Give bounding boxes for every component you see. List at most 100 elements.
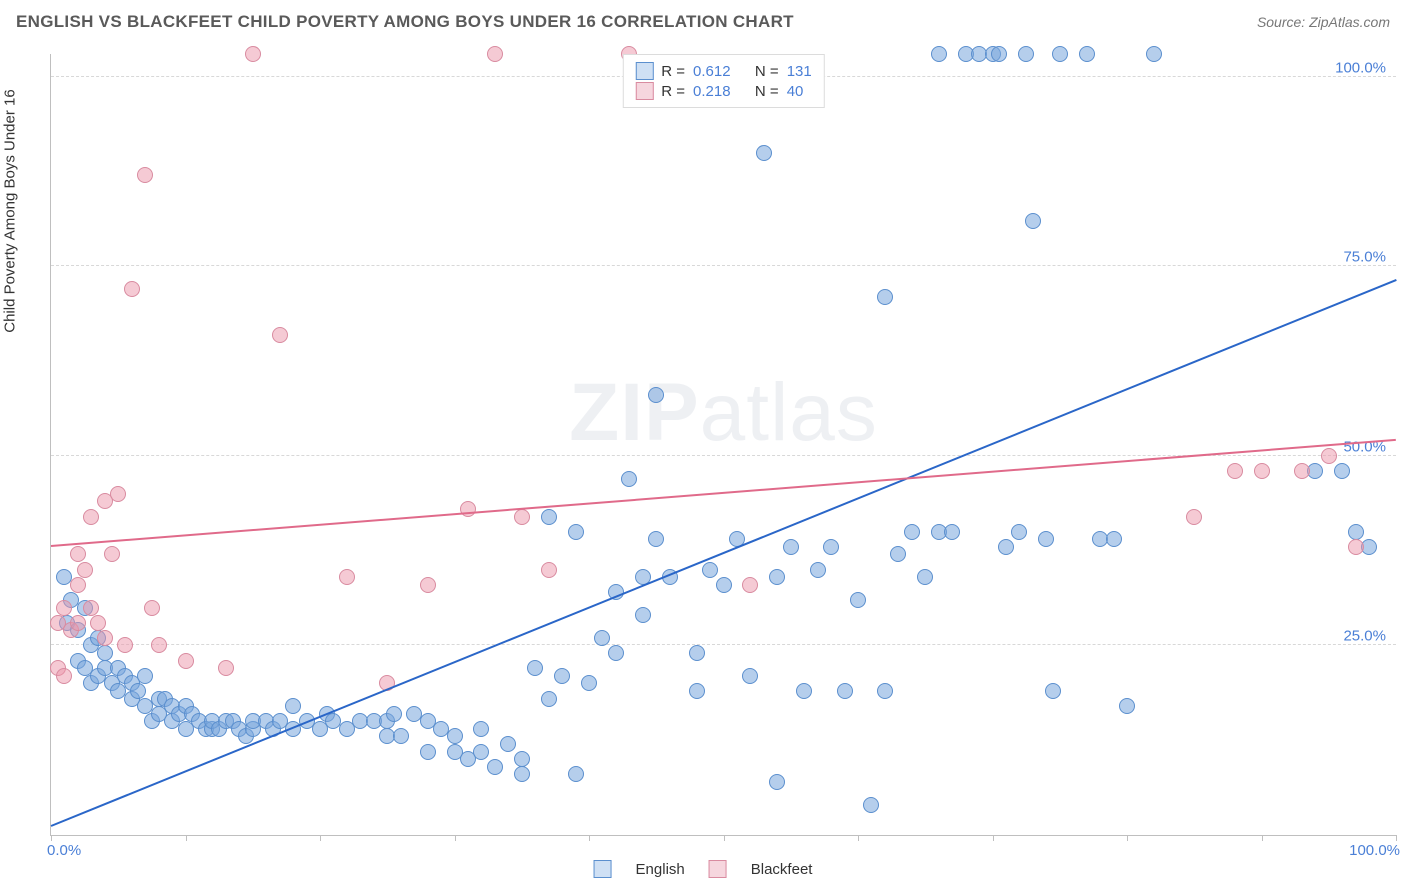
data-point xyxy=(420,577,436,593)
data-point xyxy=(796,683,812,699)
data-point xyxy=(487,46,503,62)
data-point xyxy=(1334,463,1350,479)
data-point xyxy=(473,721,489,737)
chart-title: ENGLISH VS BLACKFEET CHILD POVERTY AMONG… xyxy=(16,12,794,32)
data-point xyxy=(137,167,153,183)
data-point xyxy=(272,327,288,343)
data-point xyxy=(83,509,99,525)
trendline xyxy=(51,280,1397,828)
data-point xyxy=(130,683,146,699)
gridline xyxy=(51,265,1396,266)
data-point xyxy=(850,592,866,608)
y-axis-label: Child Poverty Among Boys Under 16 xyxy=(2,89,19,332)
stats-legend: R = 0.612 N = 131 R = 0.218 N = 40 xyxy=(622,54,824,108)
stats-row-blackfeet: R = 0.218 N = 40 xyxy=(635,82,811,100)
data-point xyxy=(568,766,584,782)
data-point xyxy=(56,600,72,616)
english-r-value: 0.612 xyxy=(693,63,731,80)
x-tick xyxy=(186,835,187,841)
data-point xyxy=(568,524,584,540)
data-point xyxy=(500,736,516,752)
data-point xyxy=(1052,46,1068,62)
data-point xyxy=(104,546,120,562)
swatch-english xyxy=(635,62,653,80)
data-point xyxy=(70,615,86,631)
data-point xyxy=(97,630,113,646)
data-point xyxy=(514,509,530,525)
x-axis-max-label: 100.0% xyxy=(1349,842,1400,859)
data-point xyxy=(877,289,893,305)
english-n-value: 131 xyxy=(787,63,812,80)
data-point xyxy=(124,281,140,297)
data-point xyxy=(742,668,758,684)
data-point xyxy=(904,524,920,540)
x-tick xyxy=(51,835,52,841)
data-point xyxy=(877,683,893,699)
data-point xyxy=(635,607,651,623)
legend-swatch-blackfeet xyxy=(709,860,727,878)
data-point xyxy=(608,645,624,661)
x-tick xyxy=(1396,835,1397,841)
data-point xyxy=(1227,463,1243,479)
data-point xyxy=(783,539,799,555)
y-tick-label: 25.0% xyxy=(1343,628,1386,645)
x-axis-min-label: 0.0% xyxy=(47,842,81,859)
data-point xyxy=(447,728,463,744)
legend-label-english: English xyxy=(636,861,685,878)
data-point xyxy=(1186,509,1202,525)
data-point xyxy=(386,706,402,722)
x-tick xyxy=(858,835,859,841)
data-point xyxy=(178,653,194,669)
data-point xyxy=(83,600,99,616)
data-point xyxy=(1079,46,1095,62)
data-point xyxy=(998,539,1014,555)
data-point xyxy=(1106,531,1122,547)
data-point xyxy=(514,766,530,782)
data-point xyxy=(420,744,436,760)
data-point xyxy=(56,668,72,684)
data-point xyxy=(144,600,160,616)
data-point xyxy=(769,774,785,790)
data-point xyxy=(514,751,530,767)
source-credit: Source: ZipAtlas.com xyxy=(1257,14,1390,30)
data-point xyxy=(541,691,557,707)
y-tick-label: 75.0% xyxy=(1343,249,1386,266)
data-point xyxy=(393,728,409,744)
data-point xyxy=(1018,46,1034,62)
data-point xyxy=(1045,683,1061,699)
data-point xyxy=(151,637,167,653)
data-point xyxy=(1038,531,1054,547)
data-point xyxy=(756,145,772,161)
data-point xyxy=(1119,698,1135,714)
data-point xyxy=(810,562,826,578)
legend-label-blackfeet: Blackfeet xyxy=(751,861,813,878)
data-point xyxy=(460,501,476,517)
data-point xyxy=(487,759,503,775)
x-tick xyxy=(589,835,590,841)
x-tick xyxy=(455,835,456,841)
data-point xyxy=(594,630,610,646)
x-tick xyxy=(320,835,321,841)
data-point xyxy=(837,683,853,699)
data-point xyxy=(97,645,113,661)
x-tick xyxy=(724,835,725,841)
data-point xyxy=(716,577,732,593)
data-point xyxy=(689,645,705,661)
x-tick xyxy=(1262,835,1263,841)
data-point xyxy=(769,569,785,585)
gridline xyxy=(51,644,1396,645)
data-point xyxy=(1011,524,1027,540)
data-point xyxy=(117,637,133,653)
data-point xyxy=(1348,539,1364,555)
data-point xyxy=(1321,448,1337,464)
data-point xyxy=(1348,524,1364,540)
data-point xyxy=(473,744,489,760)
data-point xyxy=(1146,46,1162,62)
data-point xyxy=(245,46,261,62)
y-tick-label: 100.0% xyxy=(1335,59,1386,76)
data-point xyxy=(621,471,637,487)
data-point xyxy=(527,660,543,676)
x-tick xyxy=(1127,835,1128,841)
watermark: ZIPatlas xyxy=(569,366,878,460)
data-point xyxy=(218,660,234,676)
